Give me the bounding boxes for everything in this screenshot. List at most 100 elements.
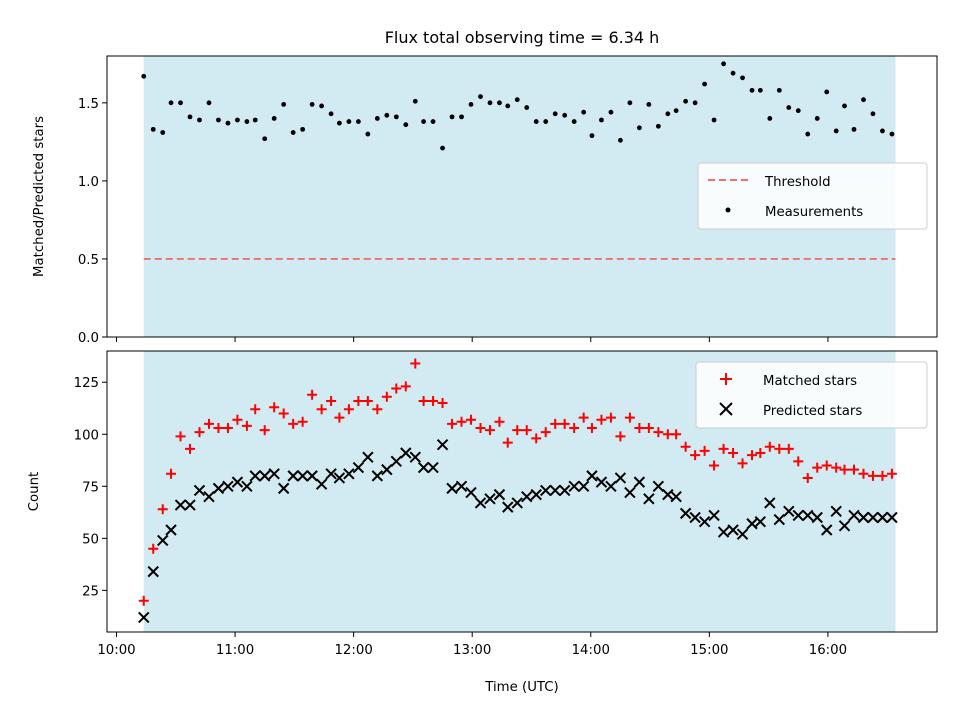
matched-star-marker bbox=[484, 425, 495, 436]
measurement-point bbox=[757, 87, 763, 93]
predicted-star-marker bbox=[521, 490, 533, 503]
matched-star-marker bbox=[418, 395, 429, 406]
measurement-point bbox=[337, 120, 342, 126]
measurement-point bbox=[430, 119, 436, 124]
x-tick-label: 16:00 bbox=[809, 643, 847, 658]
measurement-point bbox=[225, 120, 231, 126]
predicted-star-marker bbox=[727, 524, 739, 536]
predicted-star-marker bbox=[268, 468, 280, 480]
measurement-point bbox=[235, 117, 240, 123]
predicted-star-marker bbox=[689, 511, 701, 524]
measurement-point bbox=[328, 111, 334, 117]
x-tick-label: 13:00 bbox=[453, 643, 491, 658]
matched-star-marker bbox=[709, 460, 720, 471]
predicted-star-marker bbox=[474, 497, 487, 509]
x-tick-label: 10:00 bbox=[97, 643, 135, 658]
matched-star-marker bbox=[886, 468, 897, 479]
bottom-axes-frame bbox=[106, 350, 938, 633]
measurement-point bbox=[533, 119, 539, 124]
matched-star-marker bbox=[447, 418, 458, 429]
measurement-point bbox=[514, 97, 520, 103]
matched-star-marker bbox=[316, 404, 327, 415]
measurement-point bbox=[309, 101, 315, 107]
predicted-star-marker bbox=[455, 480, 468, 493]
measurement-point bbox=[805, 131, 811, 137]
predicted-star-marker bbox=[876, 511, 889, 524]
measurement-point bbox=[870, 111, 876, 117]
predicted-star-marker bbox=[511, 497, 523, 509]
matched-star-marker bbox=[690, 450, 701, 461]
matched-star-marker bbox=[643, 423, 654, 434]
predicted-star-marker bbox=[493, 488, 506, 501]
predicted-star-marker bbox=[446, 482, 458, 495]
matched-star-marker bbox=[175, 431, 186, 442]
matched-star-marker bbox=[437, 398, 448, 409]
predicted-star-marker bbox=[792, 509, 804, 522]
predicted-star-marker bbox=[605, 480, 617, 493]
measurement-point bbox=[216, 117, 221, 123]
measurement-point bbox=[141, 73, 147, 79]
measurement-point bbox=[636, 125, 642, 131]
measurement-point bbox=[543, 119, 549, 124]
predicted-star-marker bbox=[558, 484, 571, 497]
matched-star-marker bbox=[475, 423, 486, 434]
measurement-point bbox=[150, 126, 156, 132]
predicted-star-marker bbox=[662, 488, 674, 501]
matched-star-marker bbox=[671, 429, 682, 440]
predicted-star-marker bbox=[258, 470, 271, 482]
matched-star-marker bbox=[512, 425, 523, 436]
measurement-point bbox=[365, 131, 371, 137]
matched-star-marker bbox=[521, 425, 532, 436]
predicted-star-marker bbox=[306, 470, 318, 482]
matched-star-marker bbox=[747, 450, 758, 461]
measurement-point bbox=[178, 100, 183, 106]
chart-title: Flux total observing time = 6.34 h bbox=[385, 28, 660, 47]
matched-star-marker bbox=[428, 395, 439, 406]
measurement-point bbox=[730, 70, 736, 76]
measurement-point bbox=[776, 87, 782, 93]
matched-star-marker bbox=[213, 423, 224, 434]
bottom-y-tick-label: 100 bbox=[74, 428, 99, 443]
predicted-star-marker bbox=[670, 490, 682, 503]
measurement-point bbox=[767, 116, 773, 121]
measurement-point bbox=[665, 111, 671, 117]
predicted-star-marker bbox=[333, 472, 346, 484]
matched-star-marker bbox=[391, 383, 402, 394]
matched-legend-swatch bbox=[720, 373, 732, 385]
x-tick-label: 15:00 bbox=[690, 643, 728, 658]
top-legend-box bbox=[697, 162, 928, 230]
matched-star-marker bbox=[858, 468, 869, 479]
predicted-star-marker bbox=[174, 499, 187, 511]
bottom-legend: Matched stars Predicted stars bbox=[695, 361, 928, 429]
measurement-point bbox=[683, 98, 689, 104]
matched-star-marker bbox=[867, 470, 878, 481]
measurement-point bbox=[571, 119, 577, 124]
matched-star-marker bbox=[288, 418, 299, 429]
matched-star-marker bbox=[259, 425, 270, 436]
measurement-point bbox=[889, 131, 895, 137]
matched-star-marker bbox=[241, 420, 252, 431]
measurement-point bbox=[281, 101, 287, 107]
predicted-star-marker bbox=[848, 509, 860, 522]
top-axes-frame bbox=[106, 55, 938, 338]
predicted-star-marker bbox=[371, 470, 384, 482]
predicted-star-marker bbox=[249, 470, 261, 482]
measurement-point bbox=[861, 97, 866, 103]
measurement-point bbox=[384, 112, 390, 118]
predicted-star-marker bbox=[595, 476, 608, 488]
measurement-point bbox=[449, 114, 455, 120]
x-axis-label: Time (UTC) bbox=[484, 680, 559, 695]
predicted-star-marker bbox=[867, 511, 879, 524]
measurement-point bbox=[842, 103, 847, 109]
matched-star-marker bbox=[812, 462, 823, 473]
predicted-star-marker bbox=[838, 520, 851, 532]
predicted-star-marker bbox=[773, 513, 786, 526]
predicted-star-marker bbox=[362, 451, 374, 463]
predicted-star-marker bbox=[830, 505, 842, 517]
top-y-tick-label: 1.5 bbox=[78, 97, 99, 112]
predicted-star-marker bbox=[138, 611, 150, 624]
matched-star-marker bbox=[297, 416, 308, 427]
matched-star-marker bbox=[353, 395, 364, 406]
predicted-star-marker bbox=[352, 461, 365, 474]
measurement-point bbox=[262, 136, 268, 142]
